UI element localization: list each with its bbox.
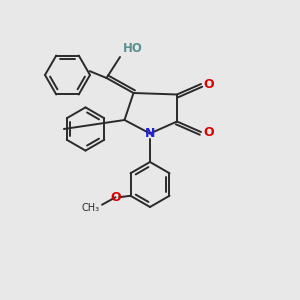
Text: N: N	[145, 127, 155, 140]
Text: HO: HO	[122, 43, 142, 56]
Text: CH₃: CH₃	[82, 203, 100, 213]
Text: O: O	[203, 77, 214, 91]
Text: O: O	[203, 125, 214, 139]
Text: O: O	[110, 191, 121, 204]
